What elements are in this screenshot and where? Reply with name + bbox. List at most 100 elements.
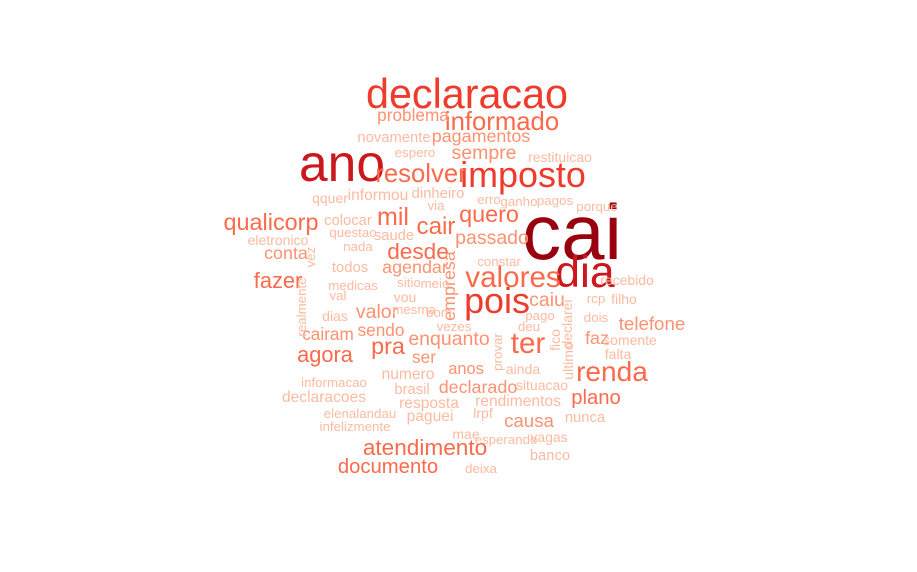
word-bom: bom xyxy=(426,305,452,320)
word-pagos: pagos xyxy=(537,193,574,208)
word-pra: pra xyxy=(371,333,406,359)
word-brasil: brasil xyxy=(394,382,429,398)
word-colocar: colocar xyxy=(324,213,372,229)
word-lrpf: lrpf xyxy=(473,405,493,421)
word-declarei: declarei xyxy=(559,299,575,348)
word-agendar: agendar xyxy=(382,257,448,277)
word-mesma: mesma xyxy=(392,302,436,317)
word-pagamentos: pagamentos xyxy=(432,126,531,146)
word-sendo: sendo xyxy=(358,320,405,340)
word-pago: pago xyxy=(525,308,555,323)
word-anos: anos xyxy=(448,360,484,378)
word-plano: plano xyxy=(571,387,621,409)
word-informou: informou xyxy=(348,187,409,204)
word-novamente: novamente xyxy=(357,130,430,146)
word-declaracoes: declaracoes xyxy=(282,389,366,406)
word-sitio: sitio xyxy=(397,275,421,290)
word-esperando: esperando xyxy=(475,432,538,447)
word-dinheiro: dinheiro xyxy=(412,186,465,202)
word-empresa: empresa xyxy=(439,251,459,321)
word-imposto: imposto xyxy=(460,155,586,195)
word-eletronico: eletronico xyxy=(248,232,309,248)
word-atendimento: atendimento xyxy=(363,435,487,460)
word-enquanto: enquanto xyxy=(408,328,489,350)
word-deixa: deixa xyxy=(465,461,497,476)
word-vagas: vagas xyxy=(530,429,567,445)
word-medicas: medicas xyxy=(328,278,378,293)
word-conta: conta xyxy=(264,243,308,263)
word-realmente: realmente xyxy=(294,277,309,336)
word-mae: mae xyxy=(452,426,479,442)
word-dois: dois xyxy=(584,310,609,325)
word-renda: renda xyxy=(576,356,648,387)
word-ter: ter xyxy=(511,327,546,360)
word-constar: constar xyxy=(477,254,521,269)
word-faz: faz xyxy=(585,328,609,348)
word-nunca: nunca xyxy=(565,410,606,426)
word-dia: dia xyxy=(555,248,615,297)
word-informado: informado xyxy=(445,108,559,136)
word-valor: valor xyxy=(356,301,399,323)
word-ano: ano xyxy=(299,134,385,192)
word-causa: causa xyxy=(504,410,554,431)
word-situacao: situacao xyxy=(516,377,568,393)
word-ser: ser xyxy=(412,347,436,367)
word-vou: vou xyxy=(394,289,417,305)
word-todos: todos xyxy=(332,260,368,276)
word-infelizmente: infelizmente xyxy=(320,419,391,434)
word-cai: cai xyxy=(522,188,622,276)
word-provar: provar xyxy=(490,333,505,371)
word-numero: numero xyxy=(382,366,435,383)
word-caiu: caiu xyxy=(529,289,565,311)
word-nada: nada xyxy=(343,239,373,254)
word-pois: pois xyxy=(464,281,530,321)
word-informacao: informacao xyxy=(301,375,367,390)
word-resolver: resolver xyxy=(375,160,467,188)
word-qualicorp: qualicorp xyxy=(224,209,319,235)
word-filho: filho xyxy=(611,291,637,307)
word-val: val xyxy=(330,288,347,303)
word-porque: porque xyxy=(576,199,617,214)
word-recebido: recebido xyxy=(600,272,654,288)
word-sempre: sempre xyxy=(451,142,516,164)
word-falta: falta xyxy=(605,346,632,362)
word-rendimentos: rendimentos xyxy=(475,393,561,410)
word-dias: dias xyxy=(322,308,348,324)
word-desde: desde xyxy=(387,239,449,264)
word-vezes: vezes xyxy=(437,319,472,334)
word-vez: vez xyxy=(303,247,318,268)
word-cairam: cairam xyxy=(302,324,354,344)
word-qquer: qquer xyxy=(312,190,348,206)
word-banco: banco xyxy=(530,448,570,464)
word-via: via xyxy=(428,198,446,213)
word-ultimo: ultimo xyxy=(560,342,576,380)
word-mil: mil xyxy=(377,203,409,231)
word-elenalandau: elenalandau xyxy=(324,406,396,421)
word-erro: erro xyxy=(477,192,501,207)
word-passado: passado xyxy=(455,227,529,249)
word-paguei: paguei xyxy=(407,408,454,425)
word-fazer: fazer xyxy=(254,268,302,293)
word-resposta: resposta xyxy=(399,395,459,412)
word-cair: cair xyxy=(417,213,456,240)
word-valores: valores xyxy=(465,261,560,294)
word-declarado: declarado xyxy=(439,377,518,397)
word-ainda: ainda xyxy=(506,361,540,377)
word-ganho: ganho xyxy=(501,194,538,209)
word-quero: quero xyxy=(459,201,519,227)
word-deu: deu xyxy=(518,319,540,334)
word-documento: documento xyxy=(338,456,438,478)
word-restituicao: restituicao xyxy=(528,149,592,165)
word-telefone: telefone xyxy=(619,313,686,334)
word-fico: fico xyxy=(547,329,563,351)
word-espero: espero xyxy=(395,145,436,160)
word-problema: problema xyxy=(377,105,449,125)
word-meio: meio xyxy=(421,276,450,291)
word-declaracao: declaracao xyxy=(366,71,568,117)
word-somente: somente xyxy=(603,332,657,348)
word-rcp: rcp xyxy=(587,291,605,306)
word-questao: questao xyxy=(329,225,376,240)
word-agora: agora xyxy=(297,342,354,367)
word-saude: saude xyxy=(374,228,414,244)
